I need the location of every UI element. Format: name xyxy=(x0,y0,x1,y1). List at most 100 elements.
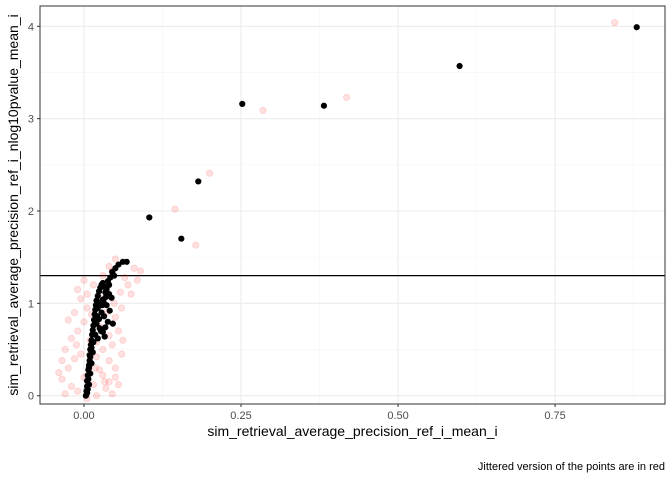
jittered-point xyxy=(99,272,107,280)
data-point xyxy=(195,178,202,185)
jittered-point xyxy=(124,281,132,289)
x-tick-label: 0.75 xyxy=(544,410,565,422)
jittered-point xyxy=(110,299,118,307)
jittered-point xyxy=(61,390,69,398)
data-point xyxy=(100,313,108,320)
jittered-point xyxy=(64,316,72,324)
jittered-point xyxy=(67,334,75,342)
jittered-point xyxy=(72,341,80,349)
jittered-point xyxy=(343,93,351,101)
x-tick-label: 0.25 xyxy=(230,410,251,422)
jittered-point xyxy=(64,364,72,372)
data-point xyxy=(105,281,113,288)
data-point xyxy=(100,298,107,305)
jittered-point xyxy=(93,392,101,400)
jittered-point xyxy=(137,267,145,275)
x-axis-title: sim_retrieval_average_precision_ref_i_me… xyxy=(207,423,497,439)
y-axis-title: sim_retrieval_average_precision_ref_i_nl… xyxy=(5,14,21,395)
jittered-point xyxy=(99,346,107,354)
jittered-point xyxy=(89,281,97,289)
jittered-point xyxy=(111,313,119,321)
chart-caption: Jittered version of the points are in re… xyxy=(478,461,665,473)
data-point xyxy=(89,327,96,334)
data-point xyxy=(146,214,153,221)
jittered-point xyxy=(127,290,135,298)
y-tick-label: 0 xyxy=(28,391,34,403)
jittered-point xyxy=(119,336,127,344)
data-point xyxy=(123,258,130,265)
jittered-point xyxy=(83,290,91,298)
jittered-point xyxy=(116,288,124,296)
data-point xyxy=(87,370,94,377)
jittered-point xyxy=(108,341,116,349)
data-point xyxy=(87,353,94,361)
jittered-point xyxy=(80,276,88,284)
jittered-point xyxy=(121,273,129,281)
data-point xyxy=(85,375,92,383)
data-point xyxy=(320,102,328,109)
jittered-point xyxy=(102,384,110,392)
jittered-point xyxy=(130,264,138,272)
grid-lines xyxy=(40,6,665,404)
jittered-point xyxy=(99,371,107,379)
data-point xyxy=(94,313,101,320)
data-point xyxy=(111,272,118,279)
jittered-point xyxy=(55,369,63,377)
data-point xyxy=(97,327,105,335)
data-point xyxy=(633,24,640,31)
jittered-point xyxy=(83,304,91,312)
jittered-point xyxy=(111,255,119,263)
y-tick-label: 3 xyxy=(28,114,34,126)
y-axis-ticks: 0 1 2 3 4 xyxy=(28,21,40,403)
data-point xyxy=(106,307,113,314)
x-axis-ticks: 0.00 0.25 0.50 0.75 xyxy=(73,404,566,422)
jittered-point xyxy=(171,205,179,213)
jittered-point xyxy=(611,19,619,27)
jittered-point xyxy=(192,241,200,249)
data-point xyxy=(88,360,95,367)
panel-border xyxy=(39,5,666,405)
data-point xyxy=(109,320,116,327)
data-point xyxy=(85,364,93,372)
data-point xyxy=(239,100,246,107)
jittered-point xyxy=(115,381,123,389)
jittered-point xyxy=(118,350,126,358)
jittered-point xyxy=(74,327,82,335)
jittered-point xyxy=(77,350,85,358)
jittered-point xyxy=(58,375,66,383)
jittered-point xyxy=(259,106,267,114)
jittered-point xyxy=(77,295,85,303)
jittered-point xyxy=(61,346,69,354)
jittered-point xyxy=(118,304,126,312)
data-point xyxy=(90,339,97,346)
jittered-point xyxy=(105,262,113,270)
data-point xyxy=(108,294,115,301)
jittered-point xyxy=(96,366,104,374)
y-tick-label: 1 xyxy=(28,298,34,310)
jittered-point xyxy=(67,382,75,390)
jittered-point xyxy=(111,373,119,381)
jittered-point xyxy=(108,390,116,398)
jittered-point xyxy=(206,169,214,177)
jittered-point xyxy=(101,378,109,386)
jittered-point xyxy=(111,364,119,372)
data-point xyxy=(178,235,185,242)
data-points xyxy=(82,24,640,399)
jittered-point xyxy=(80,318,88,326)
x-tick-label: 0.00 xyxy=(73,410,94,422)
data-point xyxy=(84,389,91,397)
data-point xyxy=(101,333,108,340)
data-point xyxy=(456,62,463,70)
y-tick-label: 2 xyxy=(28,206,34,218)
jittered-point xyxy=(71,355,79,363)
jittered-point xyxy=(115,327,123,335)
data-point xyxy=(104,318,111,325)
jittered-point xyxy=(105,357,113,365)
data-point xyxy=(102,324,109,331)
jittered-point xyxy=(71,309,79,317)
data-point xyxy=(94,335,101,342)
jittered-point xyxy=(105,378,113,386)
data-point xyxy=(93,320,100,327)
